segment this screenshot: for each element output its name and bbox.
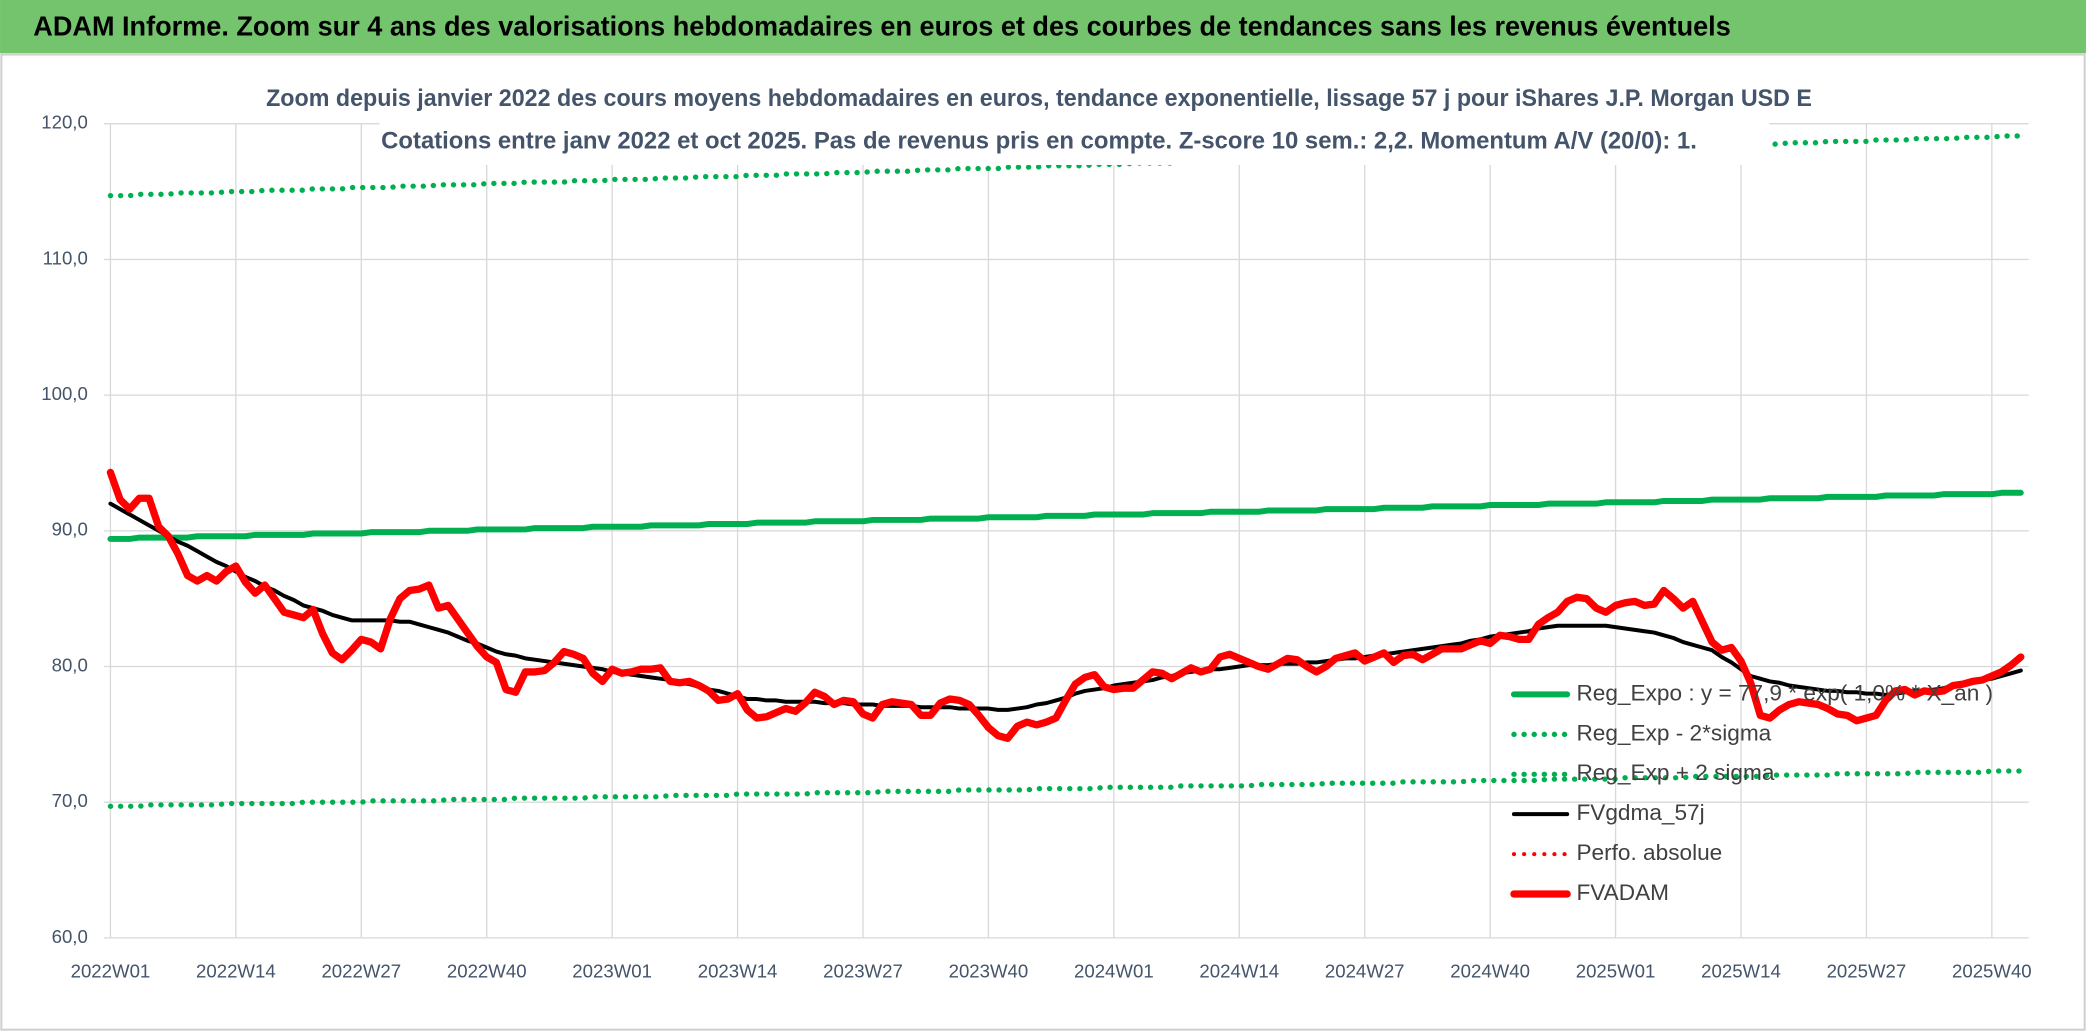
series-line	[106, 468, 2025, 743]
legend-label: Reg_Exp + 2 sigma	[1576, 760, 1774, 785]
header-bar	[0, 0, 2086, 54]
y-tick-label: 60,0	[52, 926, 88, 947]
legend-label: Reg_Exp - 2*sigma	[1576, 720, 1771, 745]
chart-border	[0, 53, 2086, 1031]
chart-title: Zoom depuis janvier 2022 des cours moyen…	[266, 85, 1812, 112]
x-tick-label: 2022W01	[71, 960, 151, 981]
x-tick-label: 2022W40	[447, 960, 527, 981]
x-tick-label: 2022W27	[321, 960, 401, 981]
x-tick-label: 2024W27	[1325, 960, 1405, 981]
title-background	[259, 77, 1823, 122]
series-line	[107, 489, 2024, 542]
x-tick-label: 2025W14	[1701, 960, 1781, 981]
x-tick-label: 2023W27	[823, 960, 903, 981]
chart-subtitle: Cotations entre janv 2022 et oct 2025. P…	[381, 128, 1697, 155]
legend-label: FVgdma_57j	[1576, 800, 1704, 825]
subtitle-background	[379, 121, 1770, 165]
y-tick-label: 70,0	[52, 790, 88, 811]
x-tick-label: 2022W14	[196, 960, 276, 981]
legend-label: FVADAM	[1576, 880, 1669, 905]
x-tick-label: 2023W40	[949, 960, 1029, 981]
y-tick-label: 100,0	[41, 383, 88, 404]
x-tick-label: 2025W40	[1952, 960, 2032, 981]
y-tick-label: 110,0	[43, 247, 88, 268]
y-tick-label: 80,0	[52, 654, 88, 675]
x-tick-label: 2024W40	[1450, 960, 1530, 981]
legend-label: Reg_Expo : y = 77,9 * exp( 1,0% * X_an )	[1576, 680, 1993, 705]
x-tick-label: 2023W01	[572, 960, 652, 981]
legend-label: Perfo. absolue	[1576, 840, 1722, 865]
x-tick-label: 2025W01	[1576, 960, 1656, 981]
x-tick-label: 2024W01	[1074, 960, 1154, 981]
y-tick-label: 120,0	[41, 112, 88, 133]
header-title: ADAM Informe. Zoom sur 4 ans des valoris…	[33, 10, 1730, 41]
legend: Reg_Expo : y = 77,9 * exp( 1,0% * X_an )…	[1510, 680, 1993, 905]
x-tick-label: 2025W27	[1827, 960, 1907, 981]
x-tick-label: 2023W14	[698, 960, 778, 981]
y-tick-label: 90,0	[52, 519, 88, 540]
x-tick-label: 2024W14	[1199, 960, 1279, 981]
